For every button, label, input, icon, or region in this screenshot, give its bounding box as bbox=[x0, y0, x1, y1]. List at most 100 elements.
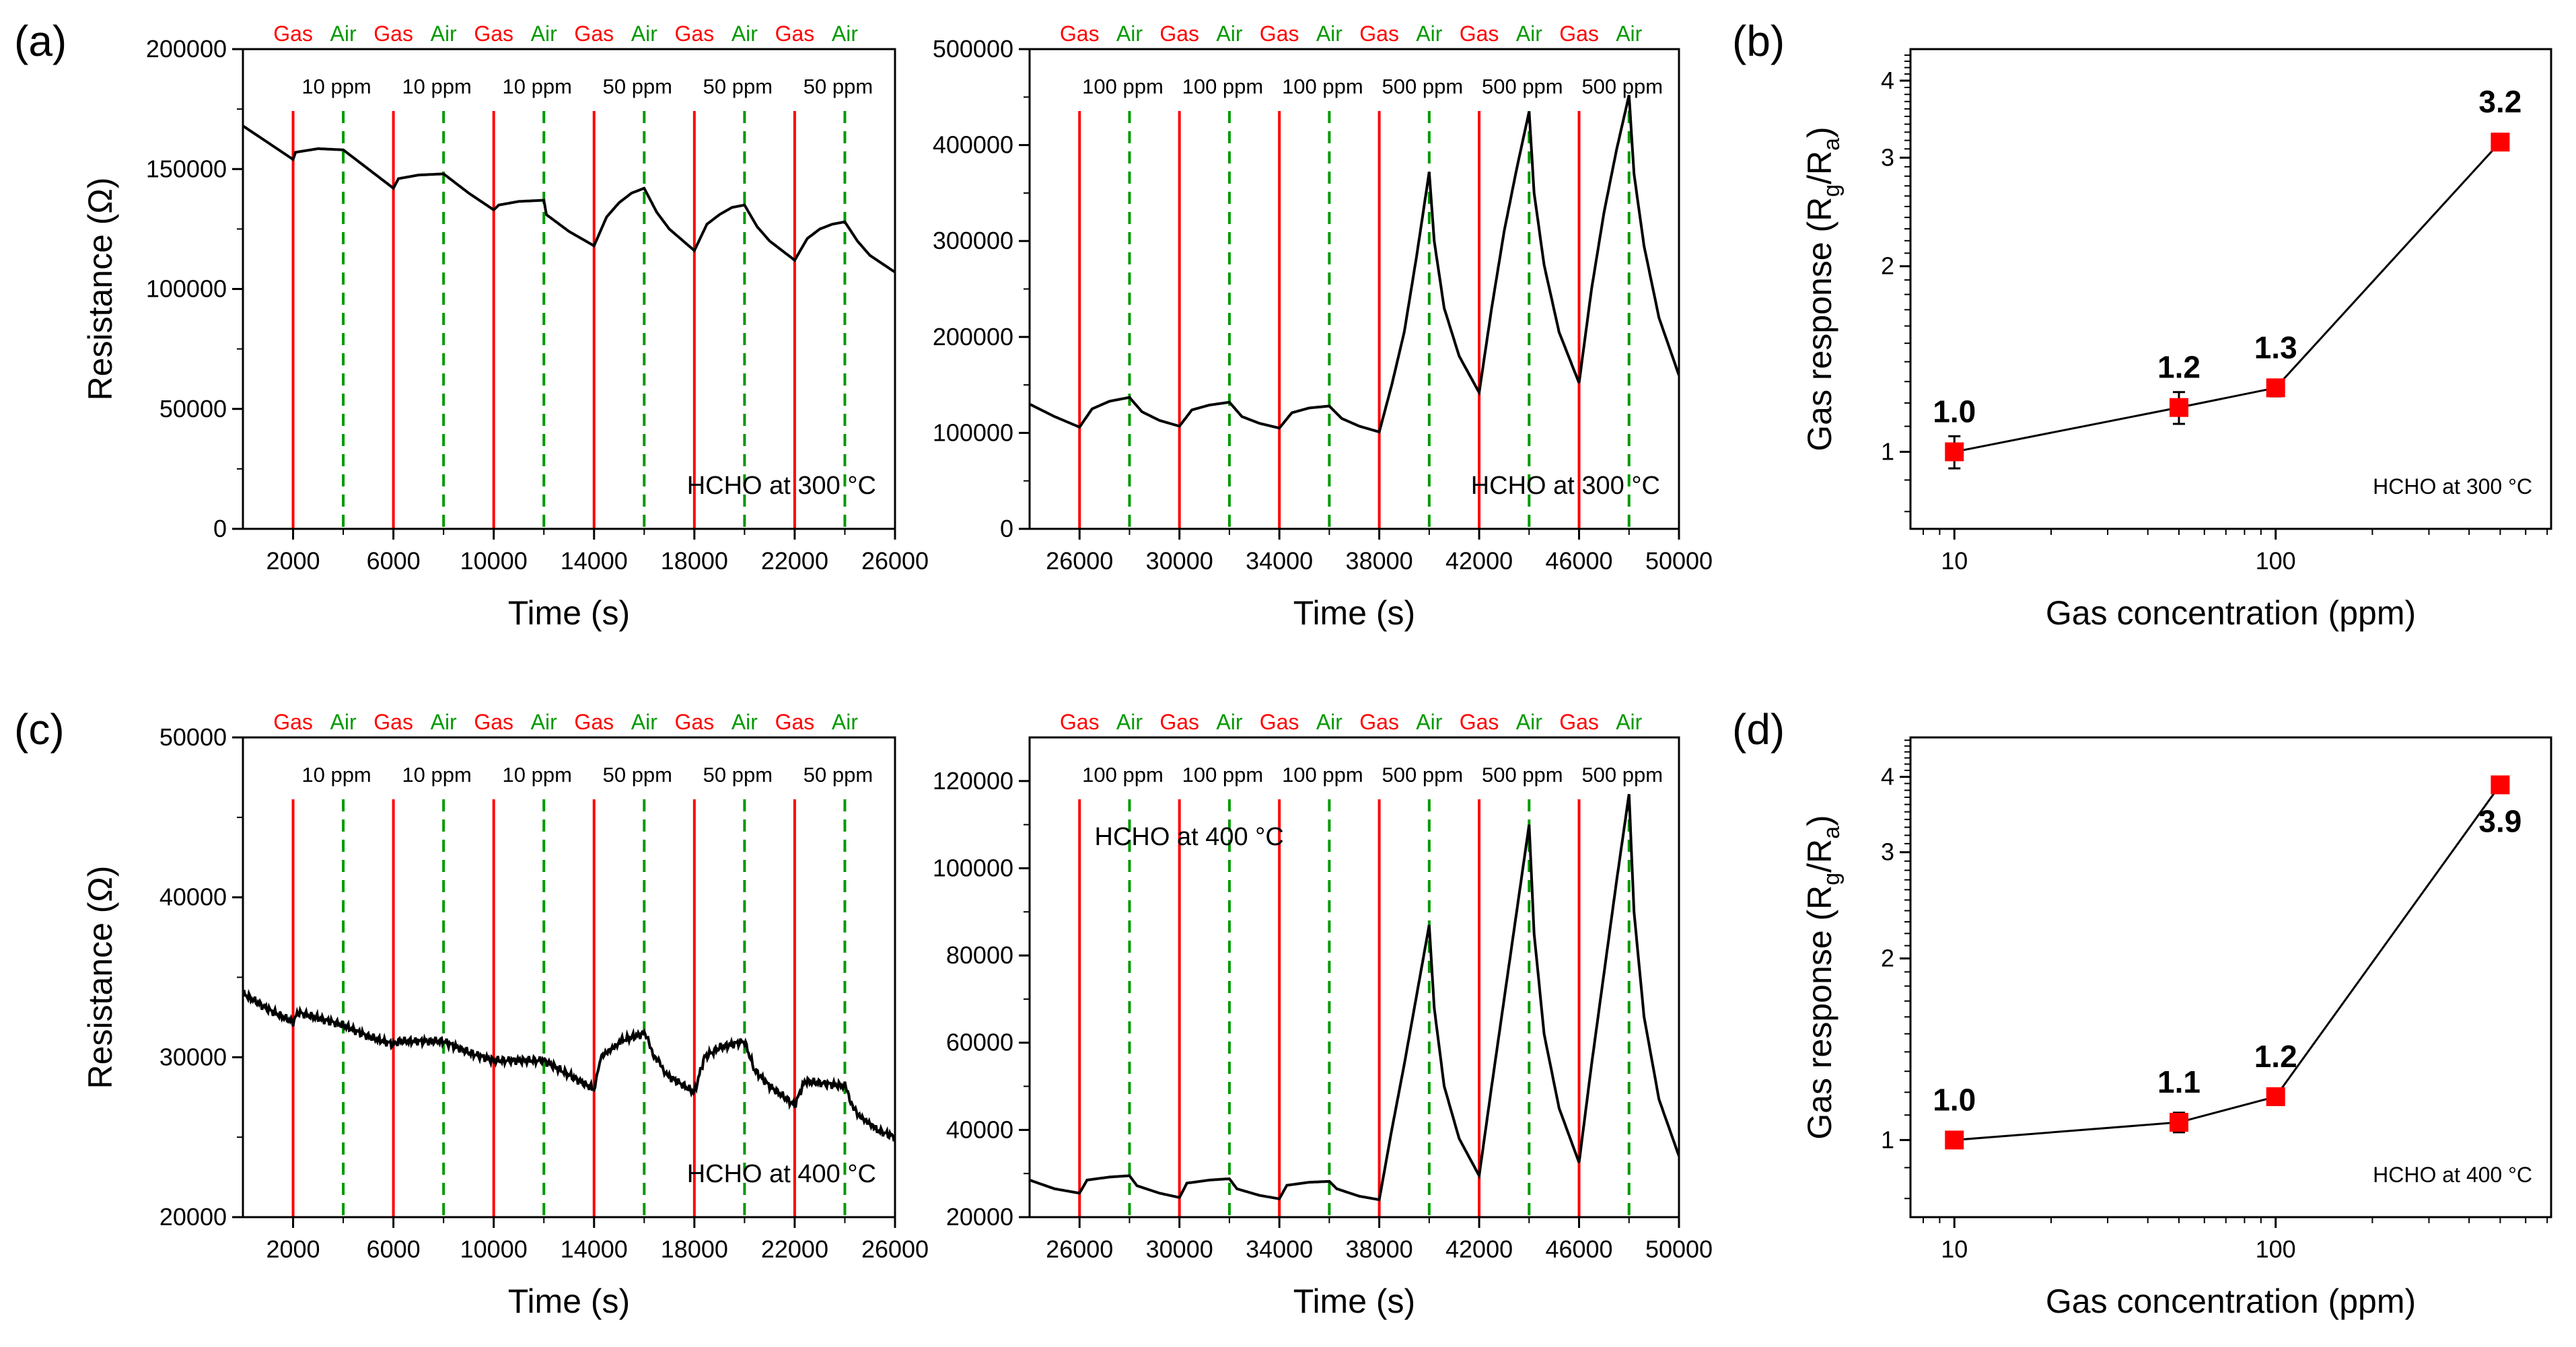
subscript: g bbox=[1819, 184, 1845, 197]
air-label: Air bbox=[1216, 22, 1242, 46]
chart-c-left: 20000 30000 40000 50000 2000 6000 10000 14000 18… bbox=[14, 705, 929, 1320]
y-tick-label: 0 bbox=[213, 515, 227, 542]
y-axis-title: Gas response (Rg/Ra) bbox=[1801, 126, 1845, 451]
data-point bbox=[2491, 775, 2510, 795]
gas-label: Gas bbox=[373, 22, 413, 46]
concentration-label: 10 ppm bbox=[301, 75, 371, 98]
gas-label: Gas bbox=[474, 22, 513, 46]
y-tick-label: 2 bbox=[1881, 945, 1894, 972]
x-tick-label: 22000 bbox=[761, 1235, 828, 1263]
gas-label: Gas bbox=[1159, 22, 1199, 46]
data-point bbox=[1945, 442, 1964, 462]
gas-label: Gas bbox=[273, 22, 313, 46]
gas-label: Gas bbox=[1159, 710, 1199, 734]
gas-label: Gas bbox=[1559, 710, 1599, 734]
air-label: Air bbox=[330, 22, 357, 46]
concentration-label: 50 ppm bbox=[803, 75, 873, 98]
concentration-label: 50 ppm bbox=[703, 75, 773, 98]
panel-label: (b) bbox=[1732, 17, 1785, 65]
concentration-label: 10 ppm bbox=[503, 763, 572, 787]
y-tick-label: 2 bbox=[1881, 252, 1894, 280]
x-tick-label: 38000 bbox=[1346, 1235, 1413, 1263]
y-tick-label: 1 bbox=[1881, 1126, 1894, 1153]
x-axis-title: Time (s) bbox=[1293, 1282, 1415, 1320]
air-label: Air bbox=[1216, 710, 1242, 734]
air-label: Air bbox=[1316, 710, 1343, 734]
panel-label: (c) bbox=[14, 705, 65, 754]
concentration-label: 50 ppm bbox=[703, 763, 773, 787]
resistance-curve bbox=[243, 988, 895, 1142]
gas-label: Gas bbox=[1060, 710, 1100, 734]
x-tick-label: 34000 bbox=[1246, 1235, 1313, 1263]
x-tick-label: 10000 bbox=[460, 547, 528, 575]
chart-a-left: 0 50000 100000 150000 200000 2000 6000 10000 140… bbox=[14, 17, 929, 632]
air-label: Air bbox=[1616, 710, 1642, 734]
gas-label: Gas bbox=[574, 22, 614, 46]
y-axis-title: Resistance (Ω) bbox=[81, 178, 119, 401]
plot-frame bbox=[1028, 736, 1680, 1218]
y-tick-label: 0 bbox=[1000, 515, 1013, 542]
concentration-label: 500 ppm bbox=[1382, 763, 1464, 787]
x-tick-label: 26000 bbox=[861, 547, 929, 575]
x-tick-label: 42000 bbox=[1445, 1235, 1513, 1263]
x-tick-label: 10 bbox=[1941, 1235, 1968, 1263]
gas-label: Gas bbox=[775, 710, 815, 734]
air-label: Air bbox=[631, 22, 657, 46]
y-tick-label: 100000 bbox=[933, 418, 1013, 446]
x-tick-label: 100 bbox=[2256, 547, 2296, 575]
y-tick-label: 20000 bbox=[159, 1203, 227, 1231]
concentration-label: 100 ppm bbox=[1182, 763, 1264, 787]
air-label: Air bbox=[731, 710, 758, 734]
y-tick-label: 300000 bbox=[933, 227, 1013, 254]
condition-annotation: HCHO at 400 °C bbox=[687, 1160, 876, 1188]
x-tick-label: 18000 bbox=[661, 1235, 728, 1263]
gas-label: Gas bbox=[675, 22, 715, 46]
response-line bbox=[1954, 784, 2501, 1141]
y-axis-title: Resistance (Ω) bbox=[81, 866, 119, 1089]
y-tick-label: 1 bbox=[1881, 438, 1894, 466]
label-part: Gas response (R bbox=[1801, 885, 1838, 1140]
y-tick-label: 3 bbox=[1881, 143, 1894, 171]
x-tick-label: 10000 bbox=[460, 1235, 528, 1263]
concentration-label: 500 ppm bbox=[1382, 75, 1464, 98]
gas-label: Gas bbox=[775, 22, 815, 46]
air-label: Air bbox=[631, 710, 657, 734]
y-tick-label: 100000 bbox=[933, 854, 1013, 881]
x-tick-label: 14000 bbox=[561, 1235, 628, 1263]
y-tick-label: 200000 bbox=[146, 35, 227, 63]
data-point bbox=[1945, 1130, 1964, 1150]
concentration-label: 100 ppm bbox=[1082, 75, 1164, 98]
y-tick-label: 50000 bbox=[159, 395, 227, 423]
data-label: 1.0 bbox=[1933, 1082, 1976, 1117]
air-label: Air bbox=[1116, 22, 1143, 46]
data-point bbox=[2491, 133, 2510, 152]
x-tick-label: 10 bbox=[1941, 547, 1968, 575]
y-tick-label: 20000 bbox=[946, 1203, 1013, 1231]
response-line bbox=[1954, 141, 2501, 453]
air-label: Air bbox=[1516, 710, 1542, 734]
plot-frame bbox=[242, 736, 896, 1218]
concentration-label: 100 ppm bbox=[1082, 763, 1164, 787]
x-tick-label: 42000 bbox=[1445, 547, 1513, 575]
y-tick-label: 500000 bbox=[933, 35, 1013, 63]
resistance-curve bbox=[1030, 794, 1679, 1202]
condition-annotation: HCHO at 400 °C bbox=[2373, 1163, 2532, 1187]
gas-label: Gas bbox=[1260, 22, 1299, 46]
concentration-label: 50 ppm bbox=[603, 75, 672, 98]
x-tick-label: 14000 bbox=[561, 547, 628, 575]
data-label: 1.3 bbox=[2254, 330, 2297, 365]
condition-annotation: HCHO at 300 °C bbox=[1471, 472, 1660, 500]
x-axis-title: Gas concentration (ppm) bbox=[2046, 1282, 2416, 1320]
y-tick-label: 400000 bbox=[933, 131, 1013, 159]
gas-label: Gas bbox=[273, 710, 313, 734]
air-label: Air bbox=[431, 22, 457, 46]
condition-annotation: HCHO at 300 °C bbox=[2373, 474, 2532, 499]
gas-label: Gas bbox=[1460, 710, 1499, 734]
y-tick-label: 200000 bbox=[933, 323, 1013, 351]
chart-c-right: 20000 40000 60000 80000 100000 120000 26000 300… bbox=[933, 710, 1713, 1320]
x-axis-title: Time (s) bbox=[508, 594, 630, 632]
condition-annotation: HCHO at 400 °C bbox=[1095, 823, 1284, 851]
axis-ticks: 20000 30000 40000 50000 2000 6000 10000 14000 18… bbox=[159, 723, 929, 1263]
x-tick-label: 38000 bbox=[1346, 547, 1413, 575]
condition-annotation: HCHO at 300 °C bbox=[687, 472, 876, 500]
